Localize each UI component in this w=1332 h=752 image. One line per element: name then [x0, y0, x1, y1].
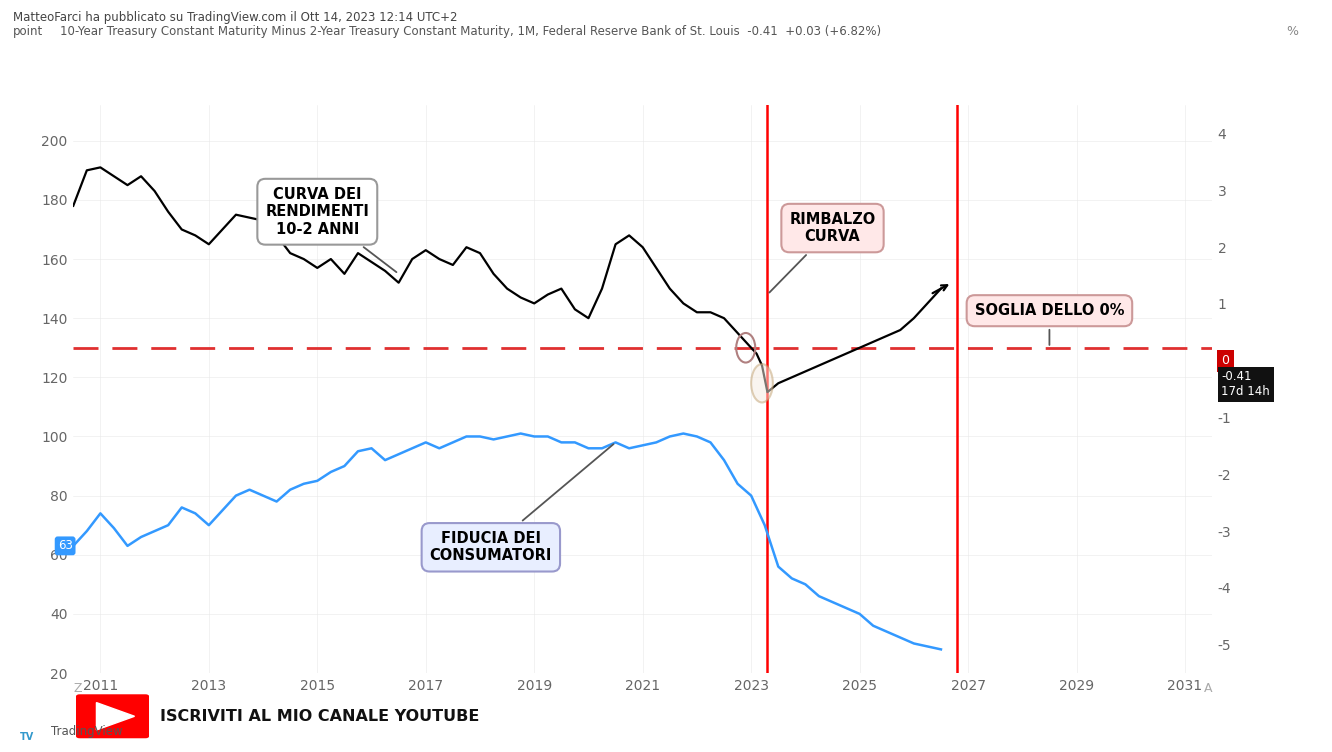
- Text: FIDUCIA DEI
CONSUMATORI: FIDUCIA DEI CONSUMATORI: [430, 444, 614, 563]
- Text: TradingView: TradingView: [51, 726, 123, 738]
- Text: Z: Z: [73, 682, 81, 695]
- Text: ISCRIVITI AL MIO CANALE YOUTUBE: ISCRIVITI AL MIO CANALE YOUTUBE: [160, 709, 480, 724]
- Text: %: %: [1287, 25, 1299, 38]
- Text: 63: 63: [57, 539, 72, 553]
- Text: SOGLIA DELLO 0%: SOGLIA DELLO 0%: [975, 303, 1124, 345]
- Text: -0.41
17d 14h: -0.41 17d 14h: [1221, 370, 1269, 398]
- Text: A: A: [1204, 682, 1212, 695]
- Ellipse shape: [751, 364, 773, 402]
- Text: TV: TV: [20, 732, 35, 742]
- Text: CURVA DEI
RENDIMENTI
10-2 ANNI: CURVA DEI RENDIMENTI 10-2 ANNI: [265, 186, 397, 272]
- Text: 10-Year Treasury Constant Maturity Minus 2-Year Treasury Constant Maturity, 1M, : 10-Year Treasury Constant Maturity Minus…: [60, 25, 880, 38]
- Polygon shape: [96, 702, 135, 730]
- Text: MatteoFarci ha pubblicato su TradingView.com il Ott 14, 2023 12:14 UTC+2: MatteoFarci ha pubblicato su TradingView…: [13, 11, 458, 24]
- Text: RIMBALZO
CURVA: RIMBALZO CURVA: [770, 212, 875, 293]
- Text: point: point: [13, 25, 44, 38]
- FancyBboxPatch shape: [76, 694, 149, 738]
- Text: 0: 0: [1221, 354, 1229, 367]
